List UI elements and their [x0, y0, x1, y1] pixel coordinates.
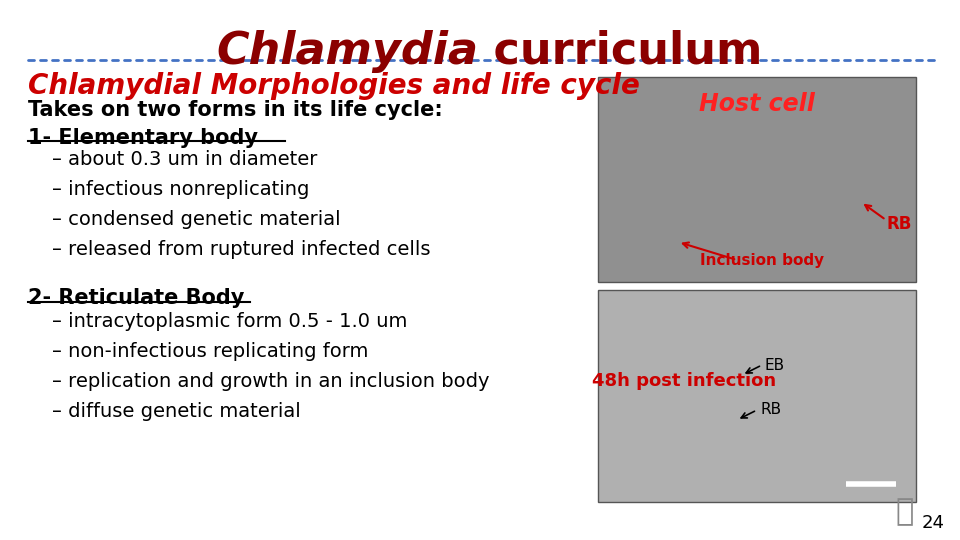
- Text: EB: EB: [765, 357, 785, 373]
- Text: – condensed genetic material: – condensed genetic material: [52, 210, 341, 229]
- Text: RB: RB: [886, 215, 911, 233]
- Text: – replication and growth in an inclusion body: – replication and growth in an inclusion…: [52, 372, 490, 391]
- Text: Chlamydia: Chlamydia: [216, 30, 478, 73]
- Text: – about 0.3 um in diameter: – about 0.3 um in diameter: [52, 150, 318, 169]
- Bar: [598, 290, 916, 502]
- Text: – non-infectious replicating form: – non-infectious replicating form: [52, 342, 369, 361]
- Text: RB: RB: [760, 402, 781, 417]
- Text: 🔈: 🔈: [896, 497, 914, 526]
- Text: Chlamydial Morphologies and life cycle: Chlamydial Morphologies and life cycle: [28, 72, 640, 100]
- Text: – intracytoplasmic form 0.5 - 1.0 um: – intracytoplasmic form 0.5 - 1.0 um: [52, 312, 407, 331]
- Text: – diffuse genetic material: – diffuse genetic material: [52, 402, 300, 421]
- Text: Inclusion body: Inclusion body: [700, 253, 824, 267]
- Text: – infectious nonreplicating: – infectious nonreplicating: [52, 180, 309, 199]
- Text: – released from ruptured infected cells: – released from ruptured infected cells: [52, 240, 430, 259]
- Text: 48h post infection: 48h post infection: [592, 372, 776, 390]
- Text: 2- Reticulate Body: 2- Reticulate Body: [28, 288, 245, 308]
- Text: curriculum: curriculum: [478, 30, 762, 73]
- Text: Host cell: Host cell: [699, 92, 815, 116]
- Bar: [598, 77, 916, 282]
- Text: Takes on two forms in its life cycle:: Takes on two forms in its life cycle:: [28, 100, 443, 120]
- Text: 24: 24: [922, 514, 945, 532]
- Text: 1- Elementary body: 1- Elementary body: [28, 128, 258, 148]
